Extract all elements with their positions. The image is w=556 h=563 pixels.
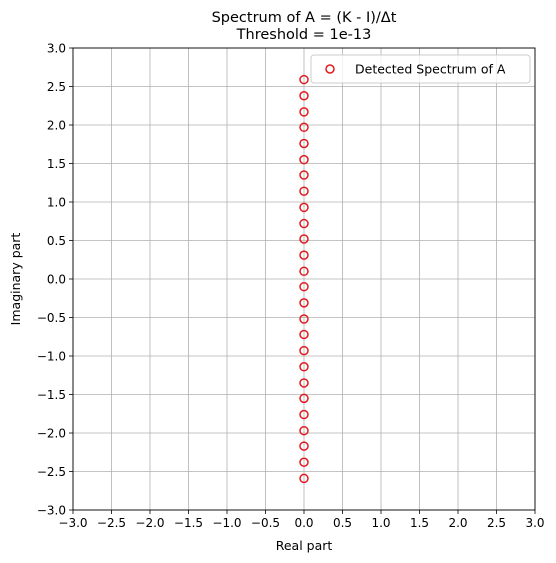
spectrum-point [299,425,309,436]
spectrum-point [299,345,309,356]
spectrum-point [299,138,309,149]
x-tick-label: 1.0 [371,516,390,530]
spectrum-point [299,122,309,133]
spectrum-point [299,90,309,101]
y-tick-label: −1.5 [37,388,66,402]
spectrum-point [299,186,309,196]
scatter-points [299,74,309,484]
spectrum-point [299,409,309,420]
spectrum-point [299,154,309,165]
x-tick-label: −2.0 [135,516,164,530]
grid [72,47,536,511]
x-tick-label: 2.5 [487,516,506,530]
y-tick-label: −2.5 [37,465,66,479]
x-axis-label: Real part [276,538,333,553]
y-tick-label: 1.0 [47,195,66,209]
chart-title: Spectrum of A = (K - I)/Δt [212,10,397,26]
spectrum-point [299,281,309,292]
spectrum-point [299,218,309,229]
x-tick-label: −0.5 [251,516,280,530]
y-tick-label: −2.0 [37,426,66,440]
x-tick-label: −2.5 [97,516,126,530]
spectrum-point [299,362,309,372]
spectrum-point [299,234,309,244]
x-tick-label: 1.5 [410,516,429,530]
x-tick-label: 2.0 [448,516,467,530]
spectrum-point [299,393,309,404]
spectrum-point [299,74,309,85]
y-tick-label: −1.0 [37,349,66,363]
chart-subtitle: Threshold = 1e-13 [236,27,372,43]
spectrum-point [299,298,309,308]
legend-label: Detected Spectrum of A [355,62,506,77]
y-tick-label: −0.5 [37,311,66,325]
y-tick-label: 0.0 [47,272,66,286]
x-tick-label: 3.0 [525,516,544,530]
legend-marker-icon [325,64,335,74]
y-axis-label: Imaginary part [8,233,23,326]
spectrum-point [299,378,309,388]
x-tick-label: −1.0 [212,516,241,530]
legend: Detected Spectrum of A [310,54,531,84]
spectrum-point [299,314,309,324]
axis-ticks: −3.0 −2.5 −2.0 −1.5 −1.0 −0.5 0.0 0.5 1.0 1.5 2.0 2… [37,41,545,530]
spectrum-point [299,107,309,117]
y-tick-label: 0.5 [47,234,66,248]
x-tick-label: −1.5 [174,516,203,530]
y-tick-label: −3.0 [37,503,66,517]
x-tick-label: −3.0 [58,516,87,530]
y-tick-label: 2.0 [47,118,66,132]
spectrum-point [299,457,309,468]
spectrum-point [299,202,309,213]
y-tick-label: 3.0 [47,41,66,55]
y-tick-label: 1.5 [47,157,66,171]
spectrum-point [299,170,309,180]
spectrum-point [299,441,309,451]
y-tick-label: 2.5 [47,80,66,94]
legend-box [310,54,531,84]
spectrum-point [299,473,309,484]
spectrum-point [299,266,309,277]
spectrum-point [299,250,309,260]
x-tick-label: 0.5 [333,516,352,530]
x-tick-label: 0.0 [294,516,313,530]
spectrum-point [299,329,309,340]
plot-frame [72,47,536,511]
